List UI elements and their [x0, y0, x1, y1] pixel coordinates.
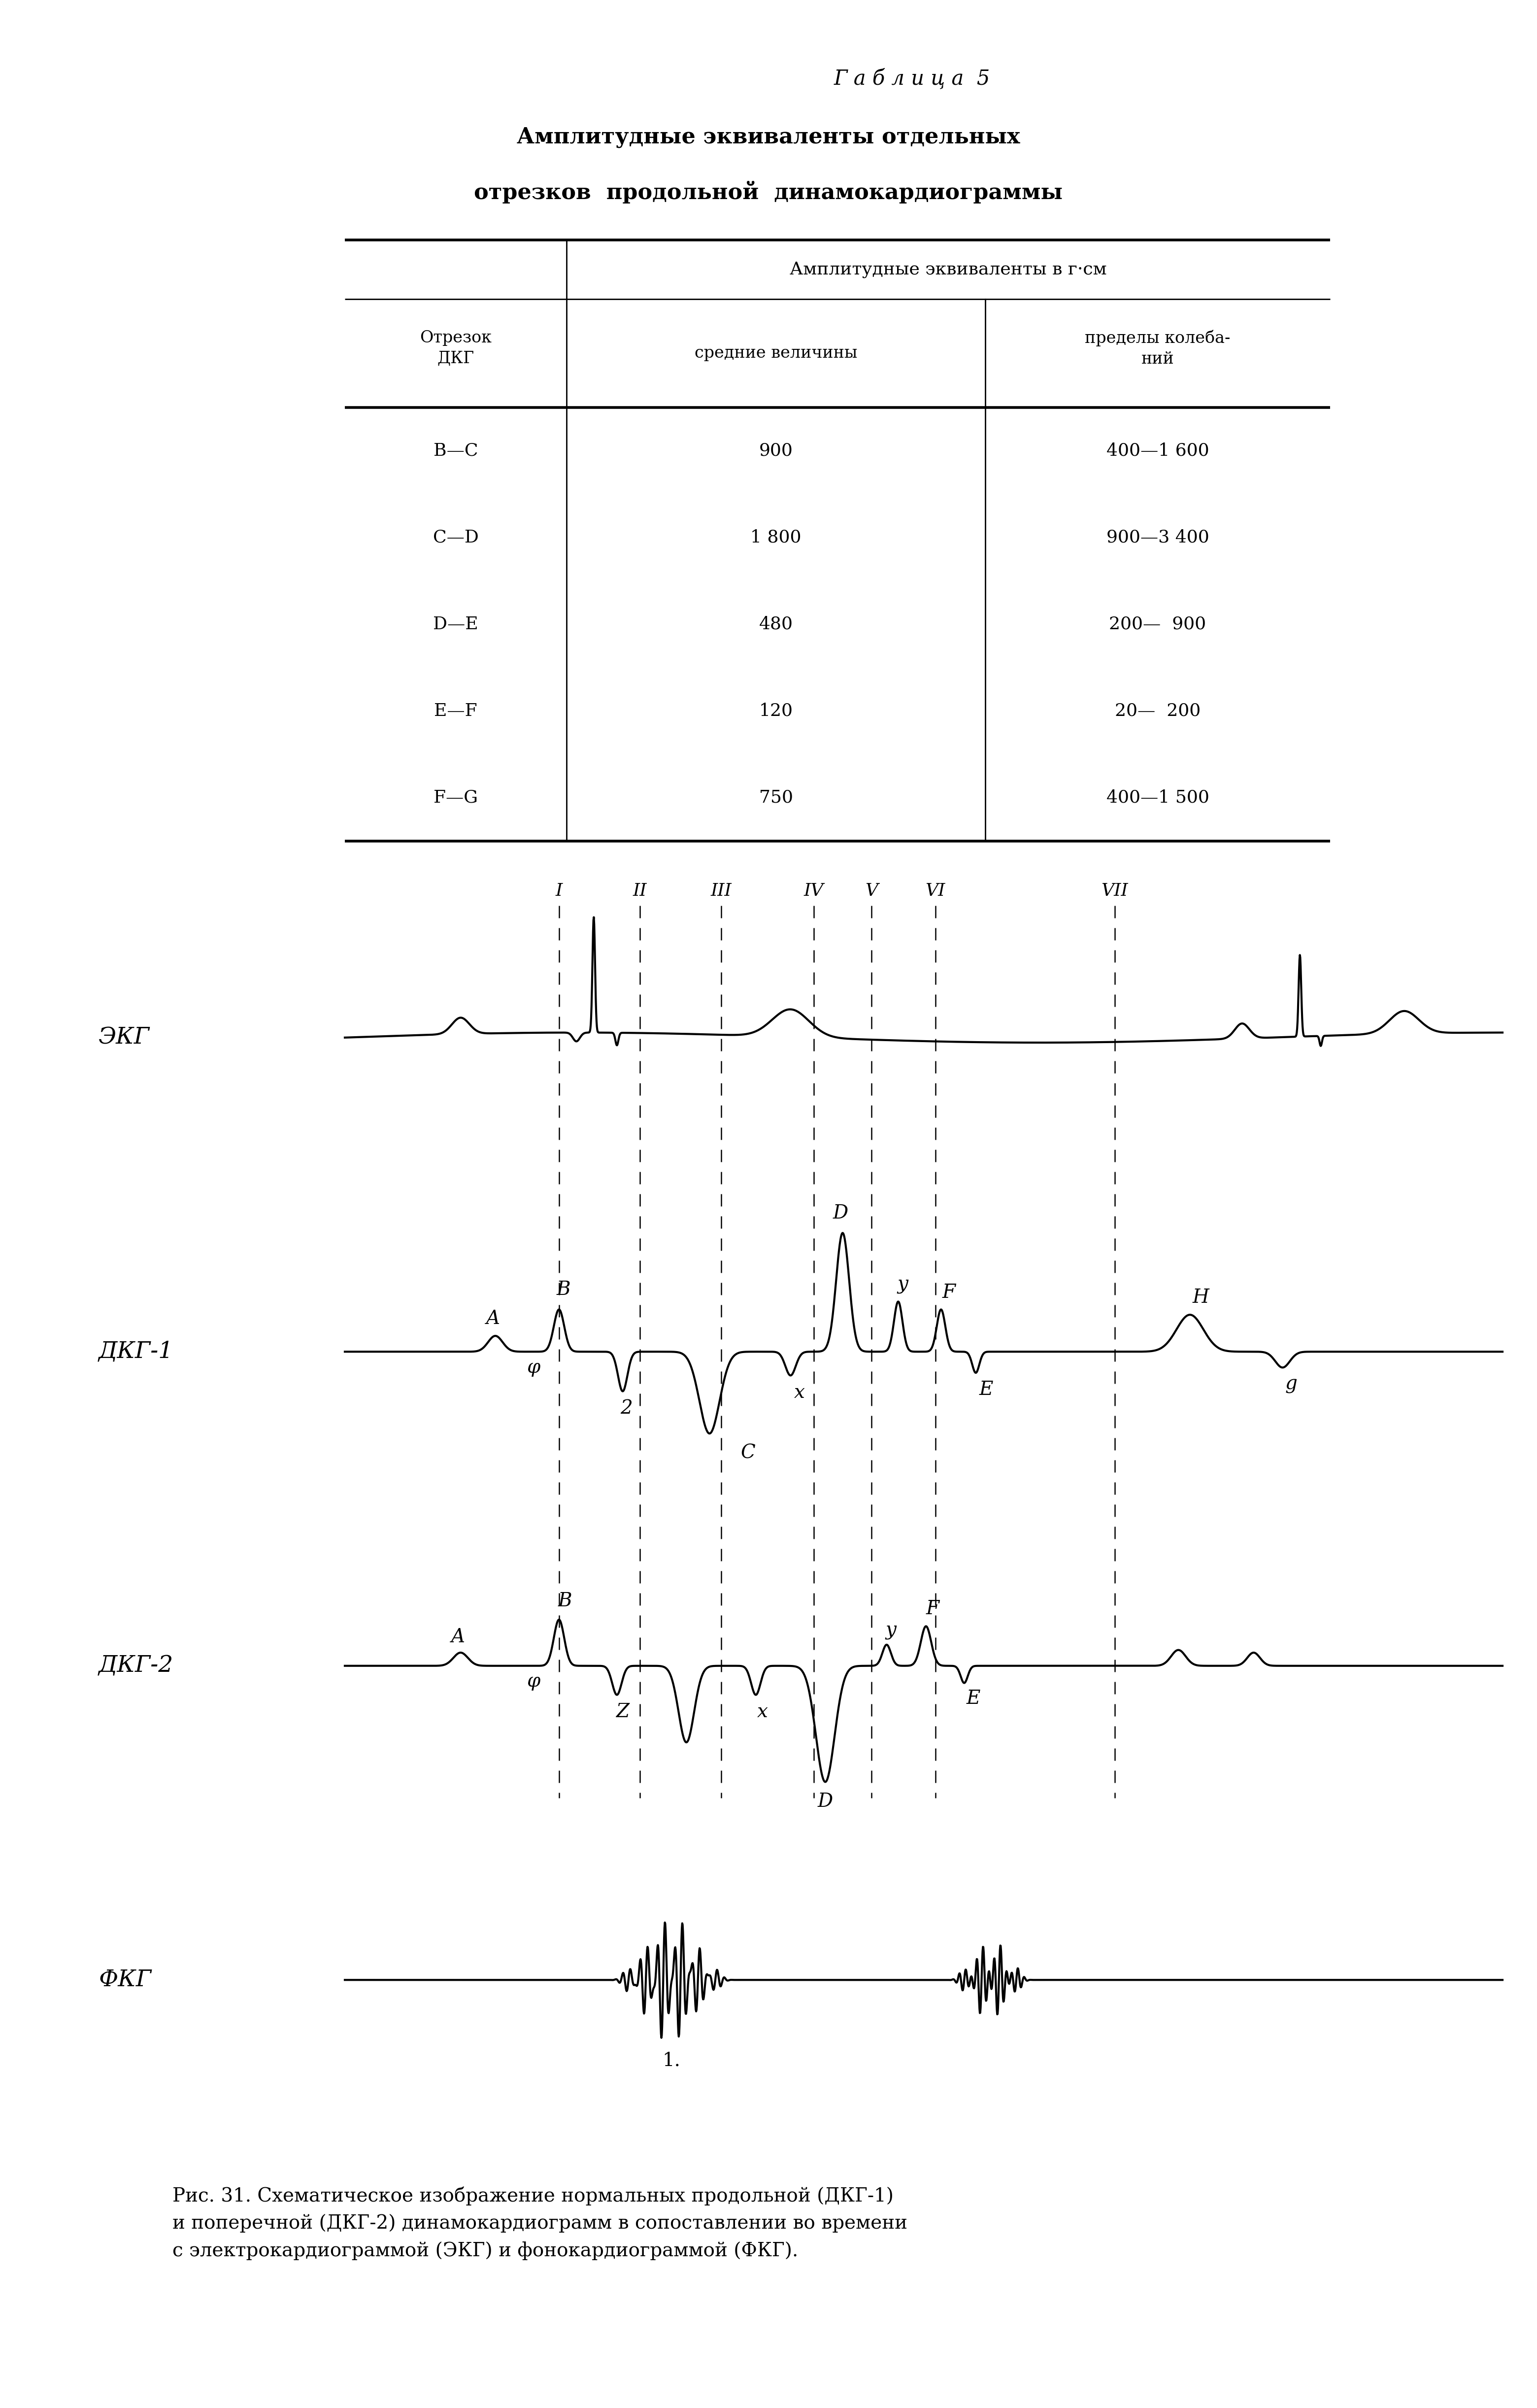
- Text: В—С: В—С: [433, 443, 478, 460]
- Text: I: I: [555, 884, 563, 898]
- Text: H: H: [1193, 1288, 1210, 1308]
- Text: 400—1 500: 400—1 500: [1107, 790, 1210, 807]
- Text: V: V: [865, 884, 878, 898]
- Text: Е—F: Е—F: [433, 703, 478, 720]
- Text: y: y: [898, 1276, 908, 1293]
- Text: Z: Z: [616, 1702, 629, 1722]
- Text: 200—  900: 200— 900: [1110, 616, 1207, 633]
- Text: 20—  200: 20— 200: [1114, 703, 1200, 720]
- Text: g: g: [1285, 1375, 1297, 1394]
- Text: F: F: [942, 1283, 956, 1303]
- Text: 1.: 1.: [662, 2052, 681, 2071]
- Text: VII: VII: [1100, 884, 1128, 898]
- Text: Рис. 31. Схематическое изображение нормальных продольной (ДКГ-1)
и поперечной (Д: Рис. 31. Схематическое изображение норма…: [172, 2186, 907, 2261]
- Text: D: D: [833, 1204, 848, 1223]
- Text: Амплитудные эквиваленты отдельных: Амплитудные эквиваленты отдельных: [516, 128, 1021, 147]
- Text: F: F: [925, 1599, 939, 1618]
- Text: D—Е: D—Е: [433, 616, 478, 633]
- Text: ДКГ-1: ДКГ-1: [98, 1341, 174, 1363]
- Text: E: E: [967, 1690, 981, 1707]
- Text: 400—1 600: 400—1 600: [1107, 443, 1210, 460]
- Text: 2: 2: [619, 1399, 632, 1418]
- Text: IV: IV: [804, 884, 824, 898]
- Text: С—D: С—D: [433, 530, 478, 547]
- Text: средние величины: средние величины: [695, 344, 858, 361]
- Text: VI: VI: [925, 884, 945, 898]
- Text: D: D: [818, 1792, 833, 1811]
- Text: B: B: [558, 1592, 572, 1611]
- Text: ФКГ: ФКГ: [98, 1970, 151, 1991]
- Text: 900—3 400: 900—3 400: [1107, 530, 1210, 547]
- Text: E: E: [979, 1380, 993, 1399]
- Text: φ: φ: [527, 1674, 539, 1690]
- Text: III: III: [710, 884, 732, 898]
- Text: ДКГ-2: ДКГ-2: [98, 1654, 174, 1676]
- Text: Г а б л и ц а  5: Г а б л и ц а 5: [835, 67, 990, 89]
- Text: 900: 900: [759, 443, 793, 460]
- Text: 480: 480: [759, 616, 793, 633]
- Text: B: B: [556, 1281, 570, 1298]
- Text: отрезков  продольной  динамокардиограммы: отрезков продольной динамокардиограммы: [473, 181, 1064, 205]
- Text: C: C: [741, 1445, 755, 1462]
- Text: A: A: [452, 1628, 466, 1647]
- Text: x: x: [758, 1702, 768, 1722]
- Text: 1 800: 1 800: [750, 530, 801, 547]
- Text: y: y: [885, 1621, 896, 1640]
- Text: 750: 750: [759, 790, 793, 807]
- Text: II: II: [633, 884, 647, 898]
- Text: Отрезок
ДКГ: Отрезок ДКГ: [420, 330, 492, 366]
- Text: A: A: [486, 1310, 500, 1327]
- Text: φ: φ: [527, 1358, 539, 1377]
- Text: пределы колеба-
ний: пределы колеба- ний: [1085, 330, 1231, 366]
- Text: F—G: F—G: [433, 790, 478, 807]
- Text: x: x: [795, 1382, 805, 1401]
- Text: 120: 120: [759, 703, 793, 720]
- Text: Амплитудные эквиваленты в г·см: Амплитудные эквиваленты в г·см: [790, 260, 1107, 277]
- Text: ЭКГ: ЭКГ: [98, 1026, 149, 1050]
